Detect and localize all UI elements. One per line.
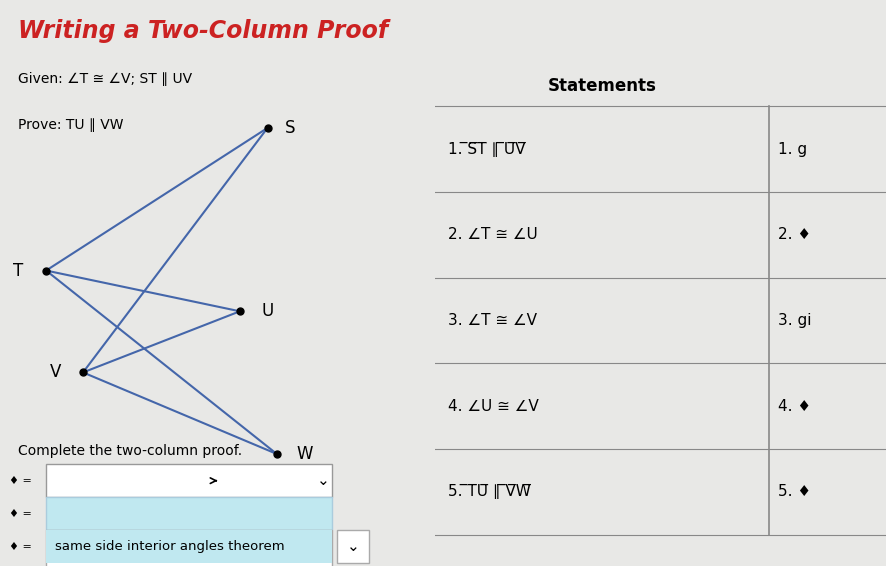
Text: Prove: TU ∥ VW: Prove: TU ∥ VW [19,118,124,132]
Text: 4. ♦: 4. ♦ [778,399,811,414]
FancyBboxPatch shape [46,530,331,564]
Text: 2. ♦: 2. ♦ [778,228,811,242]
Text: V: V [50,363,61,381]
Text: ⌄: ⌄ [346,539,359,555]
Text: U: U [261,302,274,320]
Text: ♦ =: ♦ = [9,509,32,519]
FancyBboxPatch shape [46,497,331,530]
Text: 5. ♦: 5. ♦ [778,484,811,499]
Text: Given: ∠T ≅ ∠V; ST ∥ UV: Given: ∠T ≅ ∠V; ST ∥ UV [19,72,192,86]
Text: ♦ =: ♦ = [9,475,32,486]
Text: 3. gi: 3. gi [778,313,811,328]
FancyBboxPatch shape [46,464,331,497]
Text: ♦ =: ♦ = [9,542,32,552]
FancyBboxPatch shape [46,530,331,566]
Text: Statements: Statements [547,76,656,95]
Text: Complete the two-column proof.: Complete the two-column proof. [19,444,242,458]
Text: same side interior angles theorem: same side interior angles theorem [55,541,284,554]
Text: S: S [285,119,296,137]
Text: 2. ∠T ≅ ∠U: 2. ∠T ≅ ∠U [447,228,537,242]
Text: 5. ̅T̅U̅ ∥ ̅V̅W̅: 5. ̅T̅U̅ ∥ ̅V̅W̅ [447,484,531,499]
Text: Writing a Two-Column Proof: Writing a Two-Column Proof [18,19,387,43]
Text: 4. ∠U ≅ ∠V: 4. ∠U ≅ ∠V [447,399,539,414]
FancyBboxPatch shape [337,530,369,564]
Text: 3. ∠T ≅ ∠V: 3. ∠T ≅ ∠V [447,313,537,328]
Text: T: T [13,261,24,280]
Text: W: W [296,445,313,463]
Text: ⌄: ⌄ [316,473,329,488]
Text: 1. ̅S̅T̅ ∥ ̅U̅V̅: 1. ̅S̅T̅ ∥ ̅U̅V̅ [447,142,525,157]
Text: 1. g: 1. g [778,142,806,157]
